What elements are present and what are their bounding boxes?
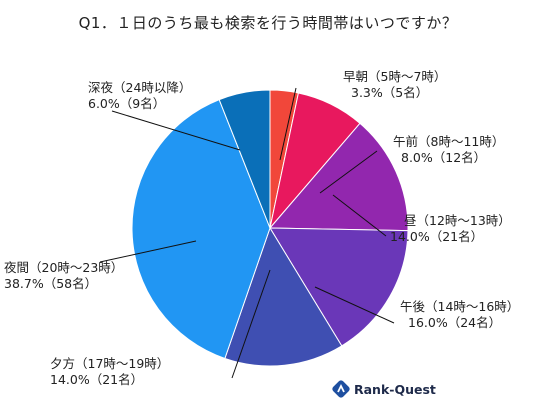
label-gogo-value: 16.0%（24名） xyxy=(408,315,502,330)
pie-slice-3 xyxy=(269,227,409,347)
label-yugata-name: 夕方（17時～19時） xyxy=(50,356,170,371)
pie-slice-4 xyxy=(224,226,343,367)
label-hiru-name: 昼（12時～13時） xyxy=(404,213,511,228)
leader-line-5 xyxy=(99,240,197,263)
pie-slice-2 xyxy=(268,122,409,232)
label-gozen-value: 8.0%（12名） xyxy=(401,150,487,165)
label-yakan: 夜間（20時～23時） 38.7%（58名） xyxy=(4,260,123,292)
leader-line-3 xyxy=(314,286,395,324)
leader-line-2 xyxy=(332,194,387,237)
label-soucho-name: 早朝（5時～7時） xyxy=(343,69,447,84)
label-shinya: 深夜（24時以降） 6.0%（9名） xyxy=(88,80,191,112)
label-shinya-name: 深夜（24時以降） xyxy=(88,80,192,95)
label-yakan-value: 38.7%（58名） xyxy=(4,276,98,291)
leader-line-6 xyxy=(111,110,241,151)
label-gozen-name: 午前（8時～11時） xyxy=(393,134,505,149)
label-yakan-name: 夜間（20時～23時） xyxy=(4,260,124,275)
leader-line-1 xyxy=(319,150,378,194)
pie-slice-6 xyxy=(218,89,271,229)
label-soucho: 早朝（5時～7時） 3.3%（5名） xyxy=(343,69,446,101)
label-yugata: 夕方（17時～19時） 14.0%（21名） xyxy=(50,356,169,388)
rank-quest-logo-icon xyxy=(332,380,350,398)
chart-title: Q1．１日のうち最も検索を行う時間帯はいつですか？ xyxy=(78,14,458,32)
pie-slice-5 xyxy=(131,99,271,360)
label-gogo: 午後（14時～16時） 16.0%（24名） xyxy=(400,299,519,331)
label-gogo-name: 午後（14時～16時） xyxy=(400,299,520,314)
label-hiru: 昼（12時～13時） 14.0%（21名） xyxy=(390,213,511,245)
label-hiru-value: 14.0%（21名） xyxy=(390,229,484,244)
label-yugata-value: 14.0%（21名） xyxy=(50,372,144,387)
leader-line-4 xyxy=(231,269,271,379)
label-soucho-value: 3.3%（5名） xyxy=(351,85,429,100)
label-shinya-value: 6.0%（9名） xyxy=(88,96,166,111)
label-gozen: 午前（8時～11時） 8.0%（12名） xyxy=(393,134,504,166)
brand-logo: Rank-Quest xyxy=(332,380,436,398)
brand-logo-text: Rank-Quest xyxy=(354,381,436,397)
leader-line-0 xyxy=(279,87,297,161)
